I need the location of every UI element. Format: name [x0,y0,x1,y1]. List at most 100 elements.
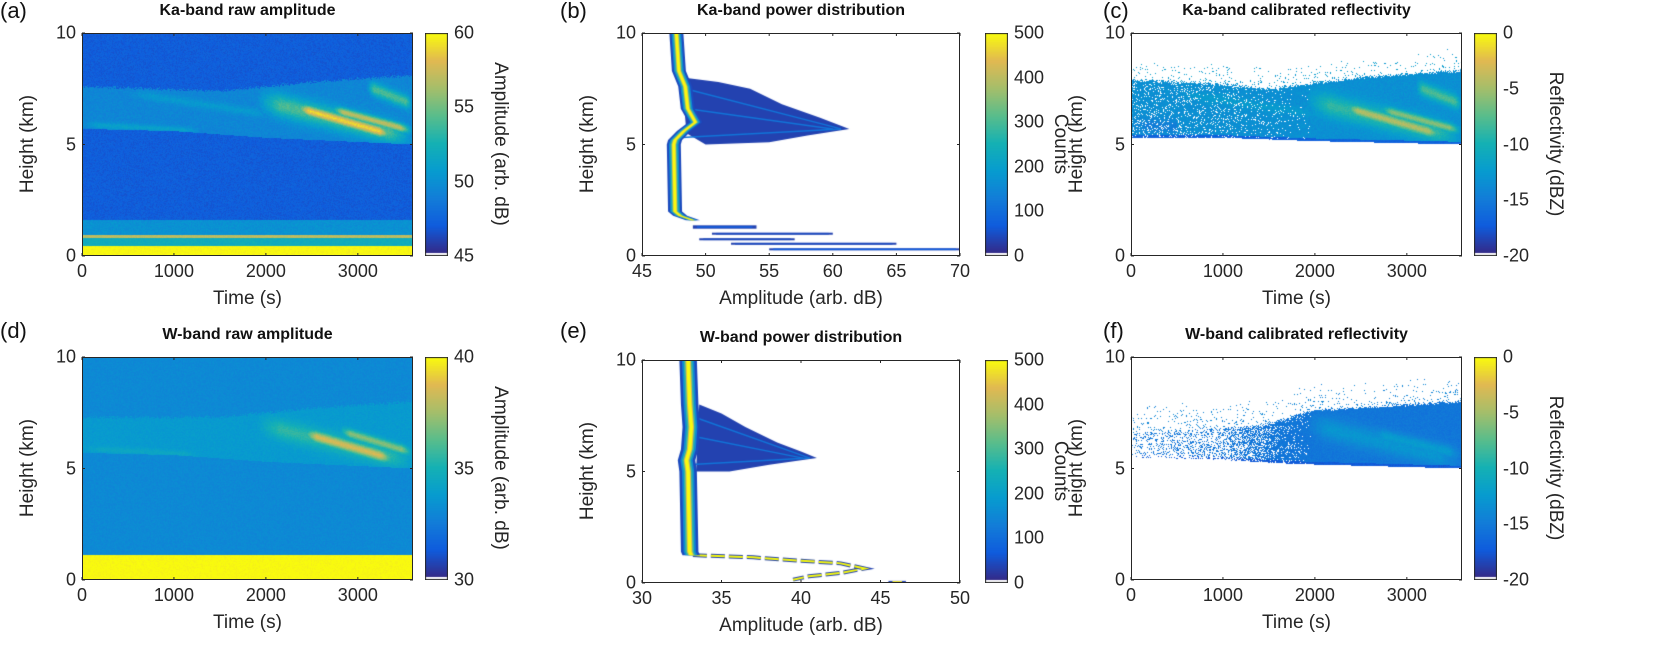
y-axis-label: Height (km) [1066,418,1087,518]
x-tick-label: 0 [76,585,88,605]
x-axis-label: Time (s) [213,288,282,309]
y-tick-label: 10 [1104,22,1125,43]
y-tick-label: 5 [1114,458,1125,478]
x-tick-label: 30 [631,588,653,608]
axes-box [642,360,960,583]
axes-frame [641,32,961,257]
colorbar-tick-label: 100 [1014,527,1045,548]
colorbar-tick-label: 300 [1014,111,1045,132]
y-axis-label: Height (km) [17,94,38,194]
x-tick-label: 55 [759,261,780,281]
heatmap-plot [82,357,413,580]
y-tick-label: 0 [625,245,636,266]
x-tick-label: 45 [631,261,653,281]
axes-frame [1130,32,1462,257]
colorbar [985,33,1008,256]
colorbar-tick-label: -15 [1503,189,1530,210]
colorbar-tick-label: -5 [1503,78,1520,99]
colorbar-tick-label: 60 [454,22,475,43]
x-tick-label: 65 [886,261,907,281]
colorbar-label: Amplitude (arb. dB) [490,62,511,226]
x-tick-label: 2000 [245,261,286,281]
colorbar-tick-label: 0 [1014,572,1025,593]
x-tick-label: 2000 [1294,261,1335,281]
colorbar-tick-label: -20 [1503,569,1530,590]
x-tick-label: 3000 [337,585,378,605]
axes-box [642,33,960,256]
chart-title: Ka-band power distribution [697,2,905,19]
colorbar-tick-label: 400 [1014,67,1045,88]
colorbar-label: Reflectivity (dBZ) [1545,395,1566,541]
heatmap-plot [1131,357,1462,580]
colorbar-tick-label: 400 [1014,394,1045,415]
x-axis-label: Time (s) [213,612,282,633]
x-tick-label: 70 [949,261,971,281]
axes-frame [1130,356,1462,581]
x-axis-label: Time (s) [1262,612,1331,633]
x-tick-label: 1000 [153,585,194,605]
axes-frame [641,359,961,584]
colorbar-tick-label: 100 [1014,200,1045,221]
colorbar-tick-label: 500 [1014,22,1045,43]
heatmap-plot [1131,33,1462,256]
colorbar-tick-label: 55 [454,96,475,117]
chart-title: Ka-band raw amplitude [159,2,336,19]
x-tick-label: 3000 [1386,261,1427,281]
panel-label: (f) [1103,318,1124,343]
colorbar [1474,357,1497,580]
x-tick-label: 60 [822,261,843,281]
x-tick-label: 35 [711,588,732,608]
colorbar-tick-label: 35 [454,458,475,478]
colorbar-tick-label: 0 [1503,346,1514,367]
y-tick-label: 5 [65,458,76,478]
y-tick-label: 5 [65,134,76,154]
colorbar-tick-label: 300 [1014,438,1045,459]
distribution-plot [642,360,960,583]
panel-label: (d) [0,318,27,343]
y-tick-label: 10 [1104,346,1125,367]
chart-title: W-band calibrated reflectivity [1185,326,1408,343]
y-tick-label: 0 [65,569,76,590]
y-tick-label: 5 [1114,134,1125,154]
colorbar-tick-label: 200 [1014,483,1045,504]
colorbar-tick-label: 50 [454,171,475,192]
y-axis-label: Height (km) [577,94,598,194]
y-tick-label: 0 [65,245,76,266]
colorbar [425,33,448,256]
x-tick-label: 1000 [1202,585,1243,605]
y-tick-label: 5 [625,134,636,154]
colorbar-tick-label: 40 [454,346,475,367]
x-tick-label: 3000 [1386,585,1427,605]
colorbar-tick-label: -20 [1503,245,1530,266]
x-tick-label: 0 [1125,261,1137,281]
panel-d-w-raw-amplitude: (d) W-band raw amplitude Height (km) Tim… [0,318,511,633]
axes-box [1131,357,1462,580]
colorbar-label: Amplitude (arb. dB) [490,386,511,550]
panel-label: (b) [560,0,587,23]
panel-b-ka-power-distribution: (b) Ka-band power distribution Height (k… [560,0,1071,309]
x-axis-label: Time (s) [1262,288,1331,309]
y-axis-label: Height (km) [1066,94,1087,194]
panel-label: (a) [0,0,27,23]
x-tick-label: 2000 [245,585,286,605]
colorbar-tick-label: -15 [1503,513,1530,534]
colorbar-label: Reflectivity (dBZ) [1545,71,1566,217]
y-tick-label: 10 [55,346,76,367]
panel-label: (e) [560,318,587,343]
colorbar-tick-label: 200 [1014,156,1045,177]
axes-box [82,357,413,580]
x-tick-label: 40 [790,588,812,608]
distribution-plot [642,33,960,256]
x-tick-label: 45 [870,588,891,608]
axes-box [82,33,413,256]
panel-a-ka-raw-amplitude: (a) Ka-band raw amplitude Height (km) Ti… [0,0,511,309]
chart-title: W-band power distribution [699,329,903,346]
chart-title: Ka-band calibrated reflectivity [1182,2,1411,19]
x-tick-label: 3000 [337,261,378,281]
colorbar-tick-label: 30 [454,569,475,590]
colorbar-tick-label: -5 [1503,402,1520,423]
y-tick-label: 10 [55,22,76,43]
colorbar-tick-label: 0 [1503,22,1514,43]
y-axis-label: Height (km) [17,418,38,518]
y-tick-label: 5 [625,461,636,481]
